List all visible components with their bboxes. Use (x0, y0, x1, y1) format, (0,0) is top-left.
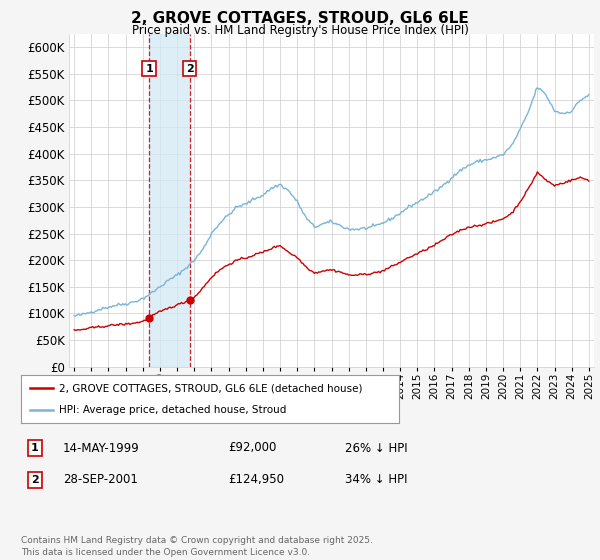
Text: £92,000: £92,000 (228, 441, 277, 455)
Text: 2, GROVE COTTAGES, STROUD, GL6 6LE (detached house): 2, GROVE COTTAGES, STROUD, GL6 6LE (deta… (59, 383, 362, 393)
Text: 14-MAY-1999: 14-MAY-1999 (63, 441, 140, 455)
Text: 26% ↓ HPI: 26% ↓ HPI (345, 441, 407, 455)
Text: 2: 2 (186, 64, 194, 73)
Text: Contains HM Land Registry data © Crown copyright and database right 2025.
This d: Contains HM Land Registry data © Crown c… (21, 536, 373, 557)
Text: Price paid vs. HM Land Registry's House Price Index (HPI): Price paid vs. HM Land Registry's House … (131, 24, 469, 36)
Text: 2: 2 (31, 475, 38, 485)
Text: £124,950: £124,950 (228, 473, 284, 487)
Text: 28-SEP-2001: 28-SEP-2001 (63, 473, 138, 487)
Text: 1: 1 (145, 64, 153, 73)
Text: HPI: Average price, detached house, Stroud: HPI: Average price, detached house, Stro… (59, 405, 286, 415)
Text: 34% ↓ HPI: 34% ↓ HPI (345, 473, 407, 487)
Bar (149, 34, 190, 367)
Text: 1: 1 (31, 443, 38, 453)
Text: 2, GROVE COTTAGES, STROUD, GL6 6LE: 2, GROVE COTTAGES, STROUD, GL6 6LE (131, 11, 469, 26)
